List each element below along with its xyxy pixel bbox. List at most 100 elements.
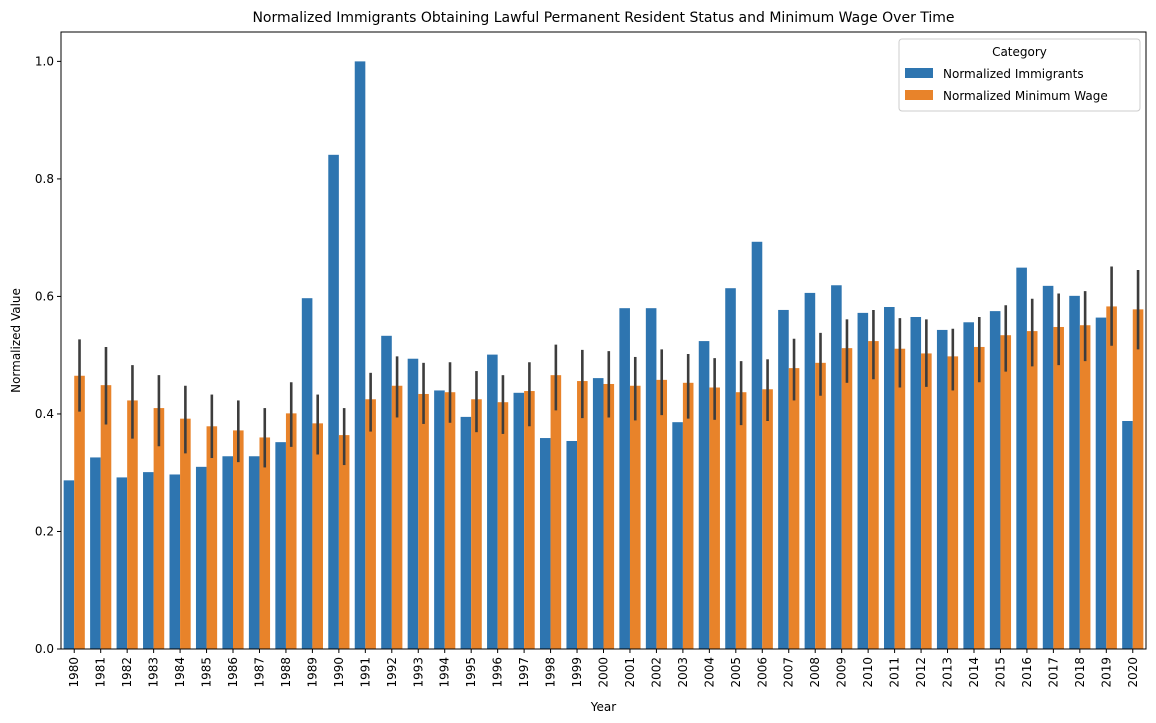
bar-normalized-immigrants-1999: [566, 440, 578, 649]
bar-normalized-minimum-wage-1994: [444, 392, 456, 649]
bar-normalized-immigrants-1994: [434, 390, 445, 649]
legend-box: [898, 38, 1141, 112]
bar-normalized-immigrants-2009: [831, 285, 842, 649]
x-tick-label-2014: 2014: [967, 657, 981, 688]
bar-normalized-immigrants-1991: [354, 61, 366, 649]
y-tick-label-0.6: 0.6: [35, 289, 54, 303]
chart-title: Normalized Immigrants Obtaining Lawful P…: [252, 10, 954, 26]
x-tick-label-1996: 1996: [491, 657, 505, 688]
bar-normalized-minimum-wage-1996: [497, 402, 509, 649]
y-tick-label-0.0: 0.0: [35, 642, 54, 656]
bar-normalized-minimum-wage-2006: [762, 389, 773, 649]
bar-normalized-minimum-wage-1998: [550, 375, 562, 649]
bar-normalized-immigrants-1981: [90, 457, 101, 649]
bar-normalized-immigrants-2005: [725, 288, 736, 649]
x-axis-ticks: 1980 1981 1982 1983 1984 1985 1986 1987 1988 1989…: [67, 649, 1140, 688]
x-tick-label-1987: 1987: [252, 657, 266, 688]
y-tick-label-0.8: 0.8: [35, 172, 54, 186]
bars-layer: [63, 61, 1144, 649]
x-axis-label: Year: [590, 700, 616, 714]
bar-normalized-immigrants-2000: [592, 378, 604, 649]
bar-normalized-minimum-wage-1991: [365, 399, 376, 649]
x-tick-label-2018: 2018: [1073, 657, 1087, 688]
bar-normalized-minimum-wage-2007: [788, 368, 800, 649]
legend-label-normalized-immigrants: Normalized Immigrants: [943, 67, 1084, 81]
bar-normalized-immigrants-2010: [857, 312, 869, 649]
bar-normalized-immigrants-1997: [513, 392, 525, 649]
bar-normalized-minimum-wage-1995: [471, 399, 482, 649]
bar-normalized-minimum-wage-2012: [921, 353, 932, 649]
bar-normalized-immigrants-2012: [910, 316, 922, 649]
bar-normalized-immigrants-1980: [63, 480, 75, 649]
bar-normalized-minimum-wage-2015: [1000, 335, 1012, 649]
y-tick-label-1.0: 1.0: [35, 54, 54, 68]
bar-normalized-immigrants-1992: [381, 335, 392, 649]
bar-normalized-immigrants-1989: [301, 298, 313, 649]
bar-normalized-immigrants-2003: [672, 422, 683, 649]
x-tick-label-2008: 2008: [808, 657, 822, 688]
x-tick-label-2016: 2016: [1020, 657, 1034, 688]
x-tick-label-1983: 1983: [147, 657, 161, 688]
bar-normalized-minimum-wage-1999: [577, 381, 588, 649]
x-tick-label-2020: 2020: [1126, 657, 1140, 688]
bar-normalized-immigrants-2014: [963, 322, 974, 649]
bar-normalized-minimum-wage-2001: [629, 385, 641, 649]
x-tick-label-2005: 2005: [729, 657, 743, 688]
bar-normalized-immigrants-2020: [1122, 421, 1133, 649]
x-tick-label-2004: 2004: [702, 657, 716, 688]
bar-normalized-immigrants-2017: [1042, 285, 1054, 649]
legend-swatch-normalized-minimum-wage: [905, 90, 933, 100]
bar-normalized-immigrants-2016: [1016, 267, 1027, 649]
x-tick-label-1993: 1993: [411, 657, 425, 688]
bar-normalized-immigrants-1998: [539, 438, 551, 649]
x-tick-label-1994: 1994: [438, 657, 452, 688]
bar-normalized-immigrants-1984: [169, 474, 181, 649]
x-tick-label-1992: 1992: [385, 657, 399, 688]
bar-normalized-immigrants-2011: [884, 307, 895, 649]
bar-normalized-minimum-wage-1987: [259, 437, 271, 649]
x-tick-label-1985: 1985: [200, 657, 214, 688]
bar-normalized-minimum-wage-2020: [1132, 309, 1144, 649]
x-tick-label-1981: 1981: [94, 657, 108, 688]
bar-normalized-minimum-wage-1985: [206, 426, 218, 649]
bar-normalized-minimum-wage-2013: [947, 356, 959, 649]
bar-normalized-immigrants-1995: [460, 416, 472, 649]
bar-normalized-immigrants-1996: [487, 354, 498, 649]
x-tick-label-2012: 2012: [914, 657, 928, 688]
x-tick-label-2010: 2010: [861, 657, 875, 688]
bar-normalized-minimum-wage-2009: [841, 348, 853, 649]
x-tick-label-1998: 1998: [544, 657, 558, 688]
bar-normalized-minimum-wage-2008: [815, 362, 826, 649]
bar-normalized-minimum-wage-1983: [153, 408, 165, 649]
y-axis-label: Normalized Value: [9, 288, 23, 393]
bar-normalized-immigrants-2001: [619, 308, 630, 649]
bar-normalized-minimum-wage-2002: [656, 379, 668, 649]
x-tick-label-2013: 2013: [941, 657, 955, 688]
bar-normalized-immigrants-2004: [698, 341, 710, 649]
legend-title: Category: [992, 45, 1047, 59]
bar-normalized-immigrants-2015: [989, 311, 1001, 649]
bar-normalized-immigrants-2002: [645, 308, 657, 649]
bar-normalized-immigrants-2006: [751, 241, 763, 649]
legend: Category Normalized Immigrants Normalize…: [898, 38, 1141, 112]
x-tick-label-1990: 1990: [332, 657, 346, 688]
bar-normalized-minimum-wage-2003: [682, 382, 694, 649]
bar-normalized-immigrants-2019: [1095, 317, 1107, 649]
bar-normalized-minimum-wage-2010: [868, 341, 879, 649]
bar-normalized-minimum-wage-1992: [391, 385, 403, 649]
bar-normalized-immigrants-1982: [116, 477, 128, 649]
y-tick-label-0.2: 0.2: [35, 524, 54, 538]
bar-normalized-minimum-wage-2004: [709, 387, 720, 649]
bar-normalized-minimum-wage-1981: [100, 385, 112, 649]
bar-normalized-minimum-wage-1988: [285, 413, 297, 649]
x-tick-label-1997: 1997: [517, 657, 531, 688]
bar-normalized-immigrants-1990: [328, 154, 339, 649]
x-tick-label-1989: 1989: [305, 657, 319, 688]
bar-normalized-immigrants-1988: [275, 442, 286, 649]
x-tick-label-1984: 1984: [173, 657, 187, 688]
bar-normalized-minimum-wage-1984: [180, 418, 191, 649]
x-tick-label-2006: 2006: [755, 657, 769, 688]
bar-normalized-minimum-wage-1993: [418, 393, 429, 649]
bar-normalized-minimum-wage-2011: [894, 348, 906, 649]
